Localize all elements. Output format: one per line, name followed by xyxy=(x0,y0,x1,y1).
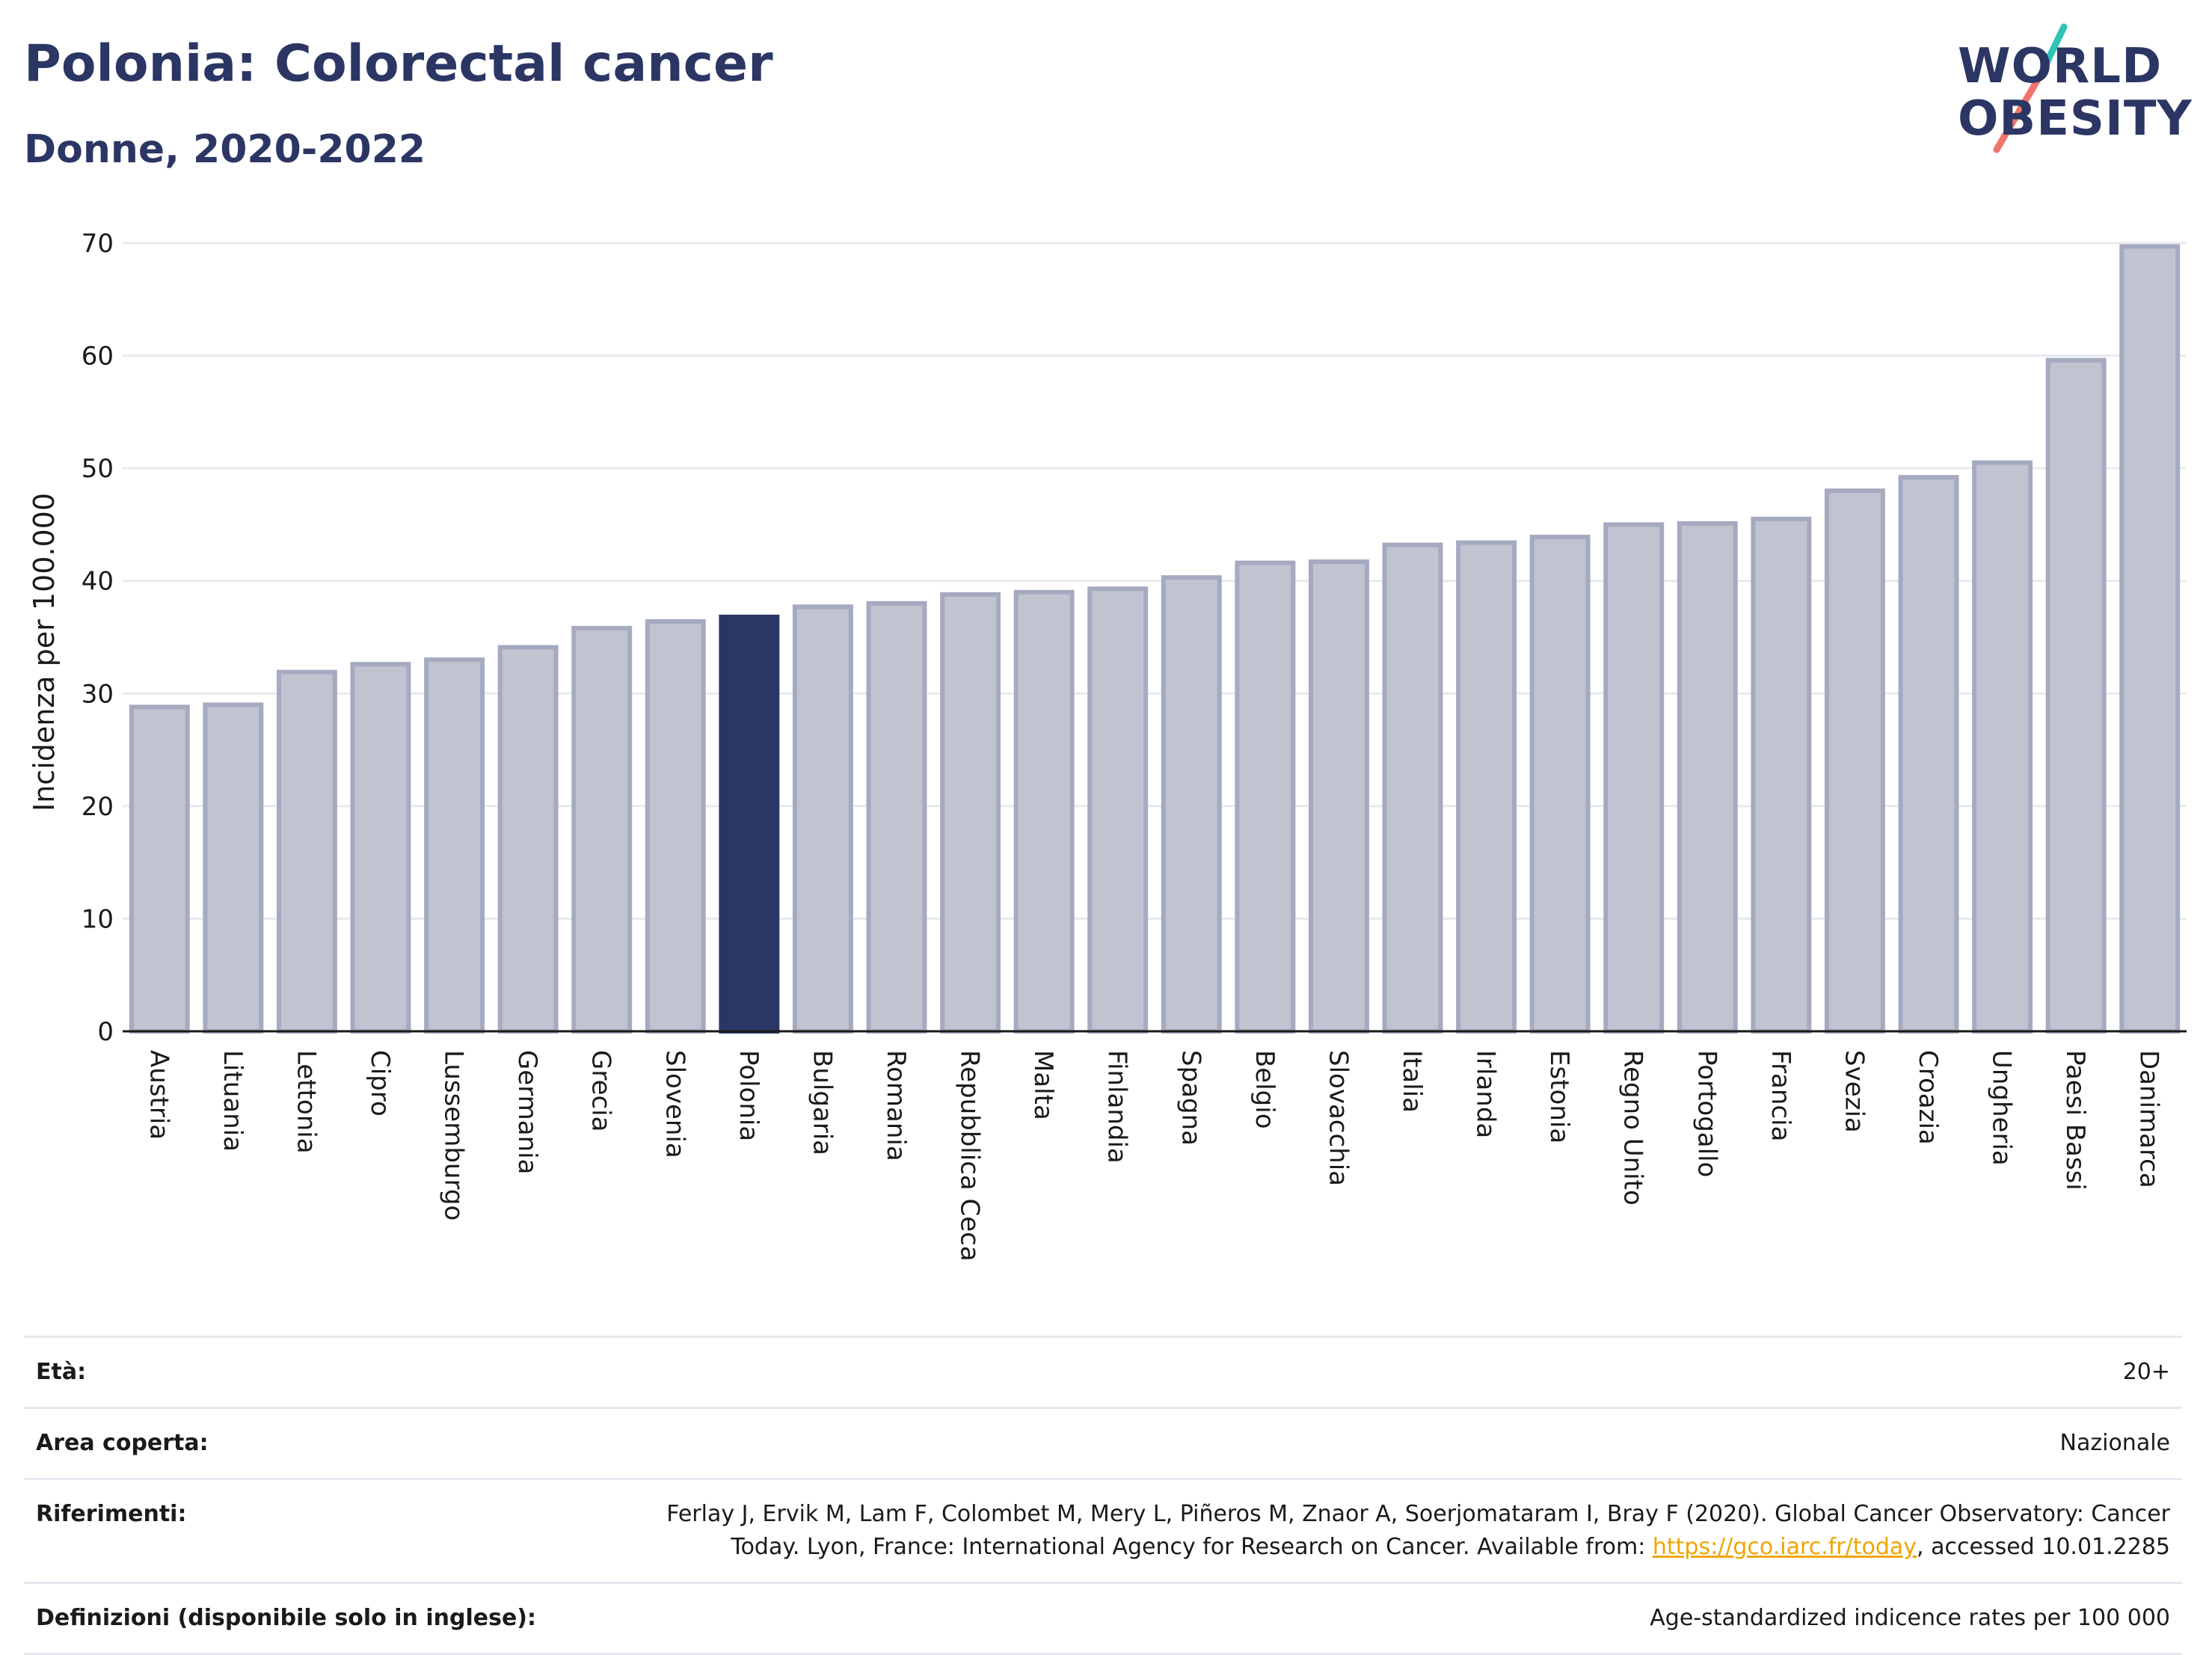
bar-bulgaria xyxy=(792,604,853,1034)
x-tick-label: Grecia xyxy=(586,1050,616,1132)
bar-estonia xyxy=(1529,534,1591,1034)
bar-germania xyxy=(497,645,559,1034)
bar-italia xyxy=(1382,542,1443,1034)
bar-belgio xyxy=(1235,560,1296,1034)
reference-text-line2: Today. Lyon, France: International Agenc… xyxy=(731,1534,1653,1560)
x-tick-label: Danimarca xyxy=(2134,1050,2164,1188)
bar-portogallo xyxy=(1677,521,1738,1034)
x-tick-label: Austria xyxy=(144,1050,173,1140)
meta-row-references: Riferimenti: Ferlay J, Ervik M, Lam F, C… xyxy=(24,1478,2182,1582)
x-tick-label: Italia xyxy=(1397,1050,1427,1113)
bar-austria xyxy=(129,704,190,1034)
x-tick-label: Slovenia xyxy=(660,1050,689,1158)
meta-label-references: Riferimenti: xyxy=(36,1501,187,1527)
x-tick-label: Irlanda xyxy=(1471,1050,1501,1138)
y-tick-label: 10 xyxy=(82,904,114,934)
bar-paesi-bassi xyxy=(2045,357,2107,1034)
bar-finlandia xyxy=(1087,586,1149,1034)
x-tick-label: Cipro xyxy=(365,1050,395,1117)
x-tick-label: Ungheria xyxy=(1987,1050,2017,1166)
bar-lituania xyxy=(203,702,264,1034)
bar-lettonia xyxy=(276,669,337,1034)
meta-label-area: Area coperta: xyxy=(36,1430,209,1456)
x-tick-label: Svezia xyxy=(1839,1050,1869,1133)
x-tick-label: Croazia xyxy=(1913,1050,1943,1145)
bar-danimarca xyxy=(2119,244,2181,1034)
bar-slovenia xyxy=(645,618,706,1034)
x-tick-label: Germania xyxy=(512,1050,542,1174)
bar-regno-unito xyxy=(1603,522,1665,1034)
bars xyxy=(129,244,2181,1034)
gco-link[interactable]: https://gco.iarc.fr/today xyxy=(1652,1534,1917,1560)
x-tick-label: Bulgaria xyxy=(807,1050,837,1155)
meta-value-definitions: Age-standardized indicence rates per 100… xyxy=(1650,1605,2170,1631)
meta-row-definitions: Definizioni (disponibile solo in inglese… xyxy=(24,1582,2182,1655)
bar-polonia xyxy=(719,614,780,1034)
bar-grecia xyxy=(571,625,633,1034)
y-tick-label: 0 xyxy=(97,1017,114,1047)
y-tick-label: 70 xyxy=(82,229,114,259)
x-tick-label: Slovacchia xyxy=(1323,1050,1353,1186)
bar-lussemburgo xyxy=(424,657,485,1034)
x-tick-label: Lettonia xyxy=(291,1050,321,1154)
chart-title: Polonia: Colorectal cancer xyxy=(24,34,773,93)
y-tick-label: 30 xyxy=(82,679,114,709)
x-tick-label: Spagna xyxy=(1176,1050,1205,1146)
meta-row-area: Area coperta: Nazionale xyxy=(24,1407,2182,1478)
y-axis-title: Incidenza per 100.000 xyxy=(28,493,61,811)
x-tick-label: Romania xyxy=(881,1050,911,1161)
reference-text-accessed: , accessed 10.01.2285 xyxy=(1917,1534,2170,1560)
y-tick-label: 40 xyxy=(82,567,114,597)
x-tick-label: Lituania xyxy=(218,1050,248,1152)
bar-romania xyxy=(866,601,927,1034)
meta-row-age: Età: 20+ xyxy=(24,1336,2182,1407)
meta-value-references: Ferlay J, Ervik M, Lam F, Colombet M, Me… xyxy=(666,1498,2170,1564)
bar-irlanda xyxy=(1456,540,1517,1034)
bar-repubblica-ceca xyxy=(940,592,1001,1034)
x-tick-label: Polonia xyxy=(734,1050,764,1141)
x-tick-label: Portogallo xyxy=(1692,1050,1721,1177)
x-tick-label: Regno Unito xyxy=(1618,1050,1648,1206)
meta-value-age: 20+ xyxy=(2122,1359,2170,1385)
y-tick-label: 20 xyxy=(82,792,114,822)
x-tick-label: Malta xyxy=(1028,1050,1058,1120)
chart-subtitle: Donne, 2020-2022 xyxy=(24,127,426,172)
x-tick-label: Finlandia xyxy=(1102,1050,1132,1164)
x-axis-labels: Austria Lituania Lettonia Cipro Lussemburgo G… xyxy=(144,1050,2163,1262)
x-tick-label: Paesi Bassi xyxy=(2060,1050,2090,1191)
x-tick-label: Estonia xyxy=(1544,1050,1574,1143)
logo-word-world: WORLD xyxy=(1958,39,2163,94)
bar-slovacchia xyxy=(1308,559,1369,1034)
meta-value-area: Nazionale xyxy=(2059,1430,2170,1456)
bar-francia xyxy=(1751,516,1812,1034)
bar-cipro xyxy=(350,662,411,1034)
y-tick-label: 60 xyxy=(82,342,114,372)
bar-svezia xyxy=(1824,488,1885,1034)
logo-word-obesity: OBESITY xyxy=(1958,91,2193,147)
reference-text-line1: Ferlay J, Ervik M, Lam F, Colombet M, Me… xyxy=(666,1501,2170,1527)
y-tick-label: 50 xyxy=(82,454,114,484)
y-axis-ticks: 0 10 20 30 40 50 60 70 xyxy=(82,229,114,1047)
x-tick-label: Lussemburgo xyxy=(439,1050,469,1220)
world-obesity-logo: WORLD OBESITY xyxy=(1944,21,2199,156)
bar-malta xyxy=(1013,589,1075,1034)
bar-ungheria xyxy=(1972,460,2033,1034)
x-tick-label: Francia xyxy=(1766,1050,1795,1141)
meta-label-age: Età: xyxy=(36,1359,87,1385)
bar-spagna xyxy=(1161,575,1222,1034)
x-tick-label: Belgio xyxy=(1250,1050,1279,1129)
meta-label-definitions: Definizioni (disponibile solo in inglese… xyxy=(36,1605,536,1631)
logo-slash-icon xyxy=(1993,23,2068,153)
bar-croazia xyxy=(1898,475,1959,1034)
bar-chart: 0 10 20 30 40 50 60 70 Austria Lituania Lettonia C… xyxy=(28,229,2187,1262)
metadata-table: Età: 20+ Area coperta: Nazionale Riferim… xyxy=(24,1336,2182,1655)
x-tick-label: Repubblica Ceca xyxy=(955,1050,985,1262)
